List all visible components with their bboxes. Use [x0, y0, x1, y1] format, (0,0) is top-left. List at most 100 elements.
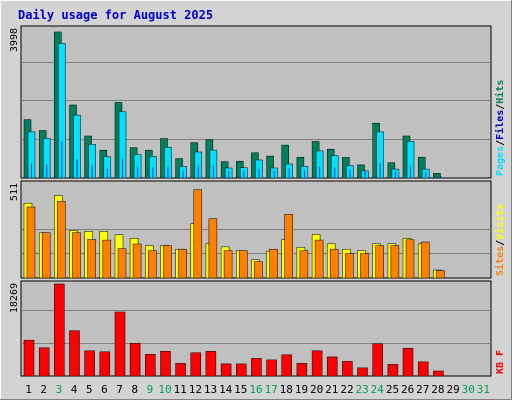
bar-sites [254, 261, 263, 279]
x-tick-label: 11 [174, 383, 187, 396]
bar-sites [87, 239, 96, 279]
x-tick-label: 30 [462, 383, 475, 396]
x-tick-label: 1 [25, 383, 32, 396]
x-tick-label: 16 [249, 383, 262, 396]
x-tick-label: 5 [86, 383, 93, 396]
x-tick-label: 15 [234, 383, 247, 396]
bar-pages [349, 170, 351, 178]
bar-kbytes [236, 363, 247, 377]
bar-kbytes [281, 354, 292, 377]
legend-separator: / [495, 240, 506, 246]
bar-hits [417, 156, 426, 179]
x-tick-label: 17 [265, 383, 278, 396]
x-tick-label: 29 [446, 383, 459, 396]
legend-kbytes: KB F [495, 350, 506, 374]
bar-sites [269, 248, 278, 279]
bar-pages [31, 163, 32, 178]
bar-kbytes [387, 364, 399, 377]
bar-pages [364, 171, 366, 178]
bar-pages [379, 163, 381, 178]
x-tick-label: 7 [116, 383, 123, 396]
bar-kbytes [84, 350, 95, 377]
bar-sites [223, 250, 233, 279]
bar-kbytes [311, 350, 323, 377]
legend-item: Sites [494, 246, 506, 276]
legend-separator: / [495, 140, 506, 146]
bar-pages [243, 170, 245, 178]
bar-pages [137, 166, 139, 178]
bar-sites [102, 239, 112, 279]
x-tick-label: 23 [355, 383, 368, 396]
bar-pages [61, 141, 63, 178]
bar-pages [228, 171, 230, 178]
bar-kbytes [417, 361, 429, 377]
bar-kbytes [402, 348, 414, 377]
bar-kbytes [357, 367, 368, 377]
bar-kbytes [433, 370, 444, 377]
bar-hits [433, 173, 441, 179]
bar-kbytes [205, 351, 217, 377]
bar-kbytes [175, 363, 186, 377]
bar-pages [425, 172, 427, 178]
bar-pages [273, 170, 275, 178]
y-max-label: 18269 [9, 283, 20, 313]
bar-pages [319, 166, 321, 178]
bar-pages [46, 164, 48, 178]
bar-pages [152, 167, 154, 178]
x-tick-label: 18 [280, 383, 293, 396]
legend-visits-sites: Sites/Visits [494, 204, 506, 276]
x-tick-label: 26 [401, 383, 414, 396]
bar-sites [360, 253, 369, 279]
x-tick-label: 13 [204, 383, 217, 396]
bar-pages [167, 166, 169, 178]
bar-kbytes [145, 354, 156, 377]
bar-sites [178, 248, 187, 279]
bar-sites [57, 201, 66, 279]
y-max-label: 3998 [9, 28, 20, 52]
chart-title: Daily usage for August 2025 [18, 8, 213, 22]
bar-kbytes [372, 343, 383, 377]
bar-pages [334, 167, 336, 178]
bar-kbytes [266, 359, 277, 377]
x-tick-label: 21 [325, 383, 338, 396]
bar-sites [239, 250, 248, 279]
x-tick-label: 24 [371, 383, 385, 396]
panel-kbytes: 18269 KB F [9, 280, 506, 377]
bar-sites [26, 206, 36, 279]
x-tick-label: 14 [219, 383, 233, 396]
bar-pages [76, 159, 78, 178]
x-tick-label: 2 [40, 383, 47, 396]
bar-sites [329, 248, 339, 279]
bar-sites [41, 232, 51, 279]
bar-sites [420, 241, 430, 279]
bar-pages [197, 165, 199, 178]
bar-pages [91, 165, 93, 178]
bar-kbytes [160, 351, 171, 377]
bar-kbytes [326, 356, 338, 377]
legend-hits-files-pages: Pages/Files/Hits [494, 80, 506, 176]
x-tick-label: 20 [310, 383, 323, 396]
bar-pages [182, 170, 184, 178]
bar-pages [106, 168, 108, 178]
bar-pages [122, 158, 123, 178]
x-tick-label: 25 [386, 383, 399, 396]
bar-pages [288, 168, 290, 178]
bar-hits [266, 155, 274, 179]
bar-kbytes [69, 330, 80, 377]
bar-kbytes [114, 311, 126, 377]
bar-kbytes [296, 363, 308, 377]
bar-kbytes [54, 283, 65, 377]
bar-sites [299, 250, 309, 279]
bar-kbytes [220, 363, 232, 377]
x-tick-label: 6 [101, 383, 108, 396]
bar-sites [208, 218, 218, 279]
y-max-label: 511 [9, 183, 20, 201]
legend-separator: / [495, 104, 506, 110]
bar-pages [440, 176, 442, 178]
x-tick-label: 3 [56, 383, 63, 396]
x-axis-labels: 1 2 3 4 5 6 7 8 9 10 11 12 13 14 15 16 17 18 19 20 21 22 23 24 2… [25, 383, 490, 396]
legend-item: Pages [495, 146, 506, 176]
bar-kbytes [190, 352, 202, 377]
bar-hits [281, 144, 289, 179]
